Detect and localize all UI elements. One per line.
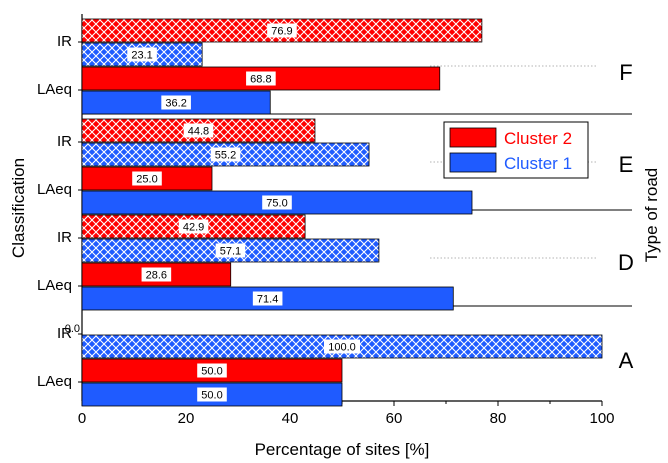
road-type-label: F — [619, 60, 632, 85]
data-label: 68.8 — [250, 74, 271, 86]
data-label: 57.1 — [220, 246, 241, 258]
data-label-bg — [178, 219, 209, 234]
x-axis-title: Percentage of sites [%] — [255, 440, 430, 459]
data-label-bg — [127, 47, 157, 62]
data-label-bg — [262, 195, 292, 210]
legend-label: Cluster 1 — [504, 154, 572, 173]
data-label-bg — [215, 243, 246, 258]
y-tick-label: IR — [57, 33, 72, 50]
x-tick-label: 20 — [178, 410, 195, 427]
data-label-bg — [267, 23, 297, 38]
data-label: 75.0 — [266, 198, 287, 210]
y-axis-title: Classification — [9, 158, 28, 258]
y-tick-label: LAeq — [37, 373, 72, 390]
data-label: 23.1 — [131, 50, 152, 62]
data-label: 100.0 — [328, 342, 356, 354]
data-label: 55.2 — [215, 150, 236, 162]
y-tick-label: LAeq — [37, 181, 72, 198]
data-label: 42.9 — [183, 222, 204, 234]
x-tick-label: 0 — [78, 410, 86, 427]
x-tick-label: 40 — [282, 410, 299, 427]
legend-swatch — [449, 152, 497, 173]
data-label: 50.0 — [201, 390, 222, 402]
data-label-bg — [132, 171, 162, 186]
x-tick-label: 80 — [490, 410, 507, 427]
data-label-bg — [210, 147, 241, 162]
y-tick-label: LAeq — [37, 277, 72, 294]
data-label: 44.8 — [188, 126, 209, 138]
data-label-bg — [252, 291, 283, 306]
data-label-bg — [141, 267, 172, 282]
legend-label: Cluster 2 — [504, 129, 572, 148]
data-label: 28.6 — [146, 270, 167, 282]
data-label: 71.4 — [257, 294, 278, 306]
data-label: 76.9 — [271, 26, 292, 38]
legend-swatch — [449, 127, 497, 148]
data-label: 25.0 — [136, 174, 157, 186]
y-tick-label: IR — [57, 133, 72, 150]
data-label-bg — [324, 339, 360, 354]
data-label: 0.0 — [65, 323, 80, 335]
data-label-bg — [161, 95, 191, 110]
data-label-bg — [183, 123, 214, 138]
data-label: 50.0 — [201, 366, 222, 378]
y-tick-label: LAeq — [37, 81, 72, 98]
right-axis-title: Type of road — [642, 168, 661, 263]
data-label-bg — [246, 71, 276, 86]
data-label: 36.2 — [165, 98, 186, 110]
data-label-bg — [197, 387, 227, 402]
data-label-bg — [197, 363, 227, 378]
x-tick-label: 60 — [386, 410, 403, 427]
road-type-label: E — [619, 152, 634, 177]
x-tick-label: 100 — [589, 410, 614, 427]
road-type-label: D — [618, 250, 634, 275]
y-tick-label: IR — [57, 229, 72, 246]
y-tick-label: IR — [57, 325, 72, 342]
road-type-label: A — [619, 348, 634, 373]
